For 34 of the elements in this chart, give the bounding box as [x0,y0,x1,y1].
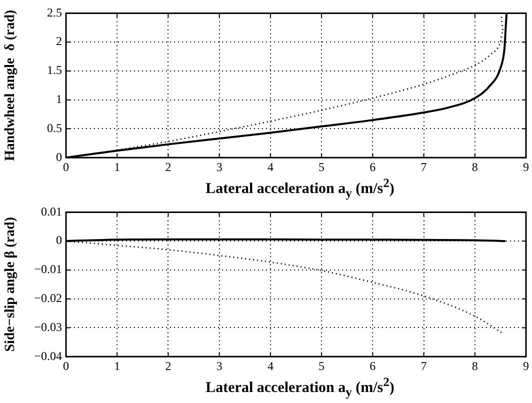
y-axis-title: Side−slip angle β (rad) [3,216,18,352]
y-tick-label: 2.5 [47,5,62,20]
y-tick-label: 0.01 [41,204,62,218]
x-tick-label: 7 [420,358,427,373]
y-tick-label: 1.5 [47,63,62,78]
x-tick-label: 9 [523,160,529,174]
x-tick-label: 5 [318,358,325,373]
x-tick-label: 1 [114,358,120,373]
x-tick-label: 3 [216,358,222,373]
x-tick-label: 4 [267,358,274,373]
y-tick-label: 0 [56,233,62,248]
x-tick-label: 1 [114,160,120,174]
y-tick-label: 0 [56,150,62,164]
y-axis-title: Handwheel angle δ (rad) [3,9,18,161]
x-axis-title: Lateral acceleration a$_{y}$ (m/s$^{2}$) [204,175,396,202]
y-tick-label: −0.04 [34,348,62,363]
x-tick-label: 8 [472,358,478,373]
y-tick-label: −0.02 [34,290,62,305]
y-tick-label: −0.03 [34,320,62,334]
x-tick-label: 2 [165,160,172,174]
x-tick-label: 6 [370,160,376,174]
x-tick-label: 6 [370,358,376,373]
y-tick-label: 0.5 [47,120,62,135]
x-tick-label: 3 [216,160,222,174]
x-tick-label: 7 [420,160,427,174]
y-tick-label: 1 [56,92,62,106]
x-tick-label: 9 [523,358,529,373]
x-axis-title: Lateral acceleration a$_{y}$ (m/s$^{2}$) [204,374,396,401]
x-tick-label: 5 [318,160,325,174]
x-tick-label: 4 [267,160,274,174]
y-tick-label: 2 [56,34,62,48]
y-tick-label: −0.01 [34,262,62,276]
x-tick-label: 8 [472,160,478,174]
x-tick-label: 2 [165,358,172,373]
